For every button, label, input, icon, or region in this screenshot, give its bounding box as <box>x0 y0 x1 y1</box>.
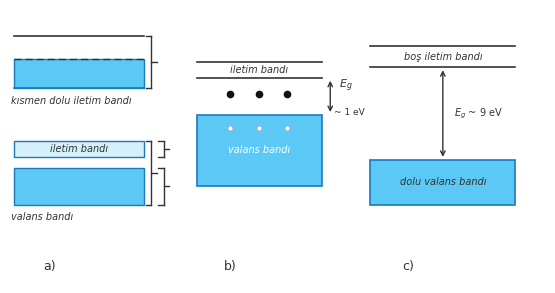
Text: iletim bandı: iletim bandı <box>230 65 289 75</box>
Text: iletim bandı: iletim bandı <box>50 144 108 154</box>
Text: boş iletim bandı: boş iletim bandı <box>403 52 482 62</box>
Text: $E_g$: $E_g$ <box>339 78 352 94</box>
Bar <box>370 160 516 205</box>
Bar <box>14 141 144 157</box>
Text: valans bandı: valans bandı <box>228 145 291 156</box>
Bar <box>14 168 144 205</box>
Text: b): b) <box>224 260 236 273</box>
Text: kısmen dolu iletim bandı: kısmen dolu iletim bandı <box>11 96 132 106</box>
Text: c): c) <box>402 260 414 273</box>
Bar <box>197 115 322 186</box>
Text: dolu valans bandı: dolu valans bandı <box>400 177 486 187</box>
Text: ~ 1 eV: ~ 1 eV <box>334 108 364 117</box>
Text: valans bandı: valans bandı <box>11 212 73 222</box>
Text: a): a) <box>44 260 56 273</box>
Text: $E_g$ ~ 9 eV: $E_g$ ~ 9 eV <box>454 106 503 121</box>
Bar <box>14 59 144 88</box>
